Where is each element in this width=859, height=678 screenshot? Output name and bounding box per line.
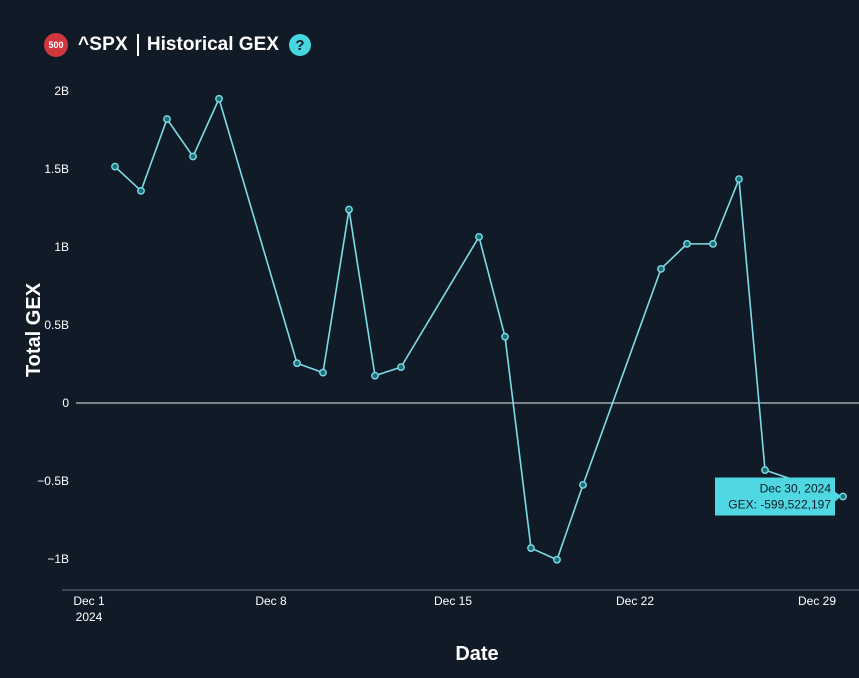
tooltip-date: Dec 30, 2024 bbox=[760, 482, 832, 496]
ticker-symbol: ^SPX bbox=[78, 34, 128, 55]
data-point-9[interactable] bbox=[397, 363, 405, 372]
tooltip-arrow bbox=[835, 491, 841, 502]
chart-title: Historical GEX bbox=[146, 34, 279, 55]
x-axis-title: Date bbox=[455, 643, 498, 665]
data-point-3[interactable] bbox=[189, 152, 197, 161]
y-tick-label-0: 2B bbox=[54, 84, 69, 98]
tooltip-box bbox=[715, 477, 835, 516]
data-point-10[interactable] bbox=[475, 232, 483, 241]
data-point-0[interactable] bbox=[111, 162, 119, 171]
x-tick-label-1: Dec 8 bbox=[255, 594, 287, 608]
data-point-15[interactable] bbox=[657, 264, 665, 273]
help-icon[interactable]: ? bbox=[288, 34, 311, 56]
y-tick-label-5: −0.5B bbox=[37, 474, 69, 488]
y-tick-label-1: 1.5B bbox=[44, 162, 69, 176]
x-tick-label-3: Dec 22 bbox=[616, 594, 654, 608]
y-tick-label-2: 1B bbox=[54, 240, 69, 254]
data-point-2[interactable] bbox=[163, 115, 171, 123]
data-point-19[interactable] bbox=[761, 466, 769, 474]
data-point-14[interactable] bbox=[579, 480, 587, 489]
data-point-6[interactable] bbox=[319, 368, 327, 377]
data-point-4[interactable] bbox=[215, 94, 223, 103]
header-divider bbox=[136, 34, 139, 56]
x-tick-label-0: Dec 1 bbox=[73, 594, 105, 608]
data-point-18[interactable] bbox=[735, 175, 743, 184]
y-axis-title: Total GEX bbox=[23, 282, 45, 377]
data-point-5[interactable] bbox=[293, 359, 301, 368]
data-point-16[interactable] bbox=[683, 239, 691, 248]
data-point-7[interactable] bbox=[345, 205, 353, 214]
tooltip-value: GEX: -599,522,197 bbox=[728, 498, 831, 512]
data-point-17[interactable] bbox=[709, 239, 717, 248]
data-point-11[interactable] bbox=[501, 332, 509, 341]
x-tick-label-2: Dec 15 bbox=[434, 594, 472, 608]
y-tick-label-4: 0 bbox=[62, 396, 69, 410]
x-tick-sublabel-0: 2024 bbox=[76, 610, 103, 624]
y-tick-label-3: 0.5B bbox=[44, 318, 69, 332]
x-tick-label-4: Dec 29 bbox=[798, 594, 836, 608]
data-point-8[interactable] bbox=[371, 371, 379, 380]
data-point-13[interactable] bbox=[553, 555, 561, 564]
data-point-1[interactable] bbox=[137, 186, 145, 195]
chart-header: 500 ^SPX Historical GEX ? bbox=[44, 30, 311, 60]
index-badge: 500 bbox=[44, 33, 68, 57]
data-point-12[interactable] bbox=[527, 544, 535, 552]
y-tick-label-6: −1B bbox=[47, 552, 69, 566]
